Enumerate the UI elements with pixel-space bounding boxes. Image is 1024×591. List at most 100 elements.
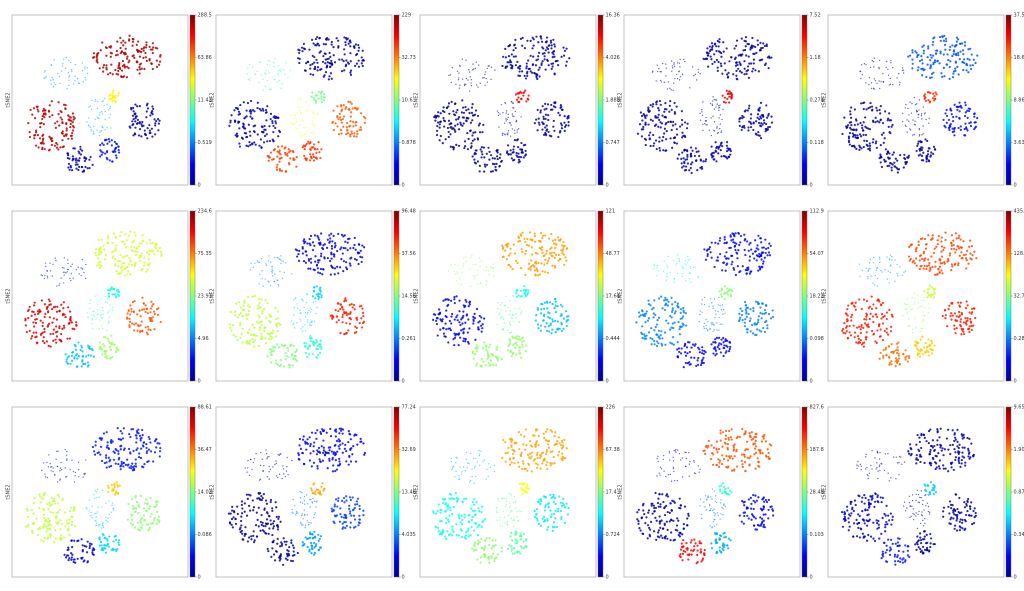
point: [480, 146, 483, 149]
point: [671, 124, 675, 127]
point: [104, 356, 107, 359]
point: [284, 153, 287, 156]
point: [523, 285, 526, 288]
point: [730, 254, 733, 257]
point: [155, 119, 158, 123]
point: [536, 252, 539, 255]
point: [58, 284, 60, 287]
point: [928, 101, 931, 104]
point: [295, 165, 298, 168]
point: [511, 102, 514, 104]
cluster: [125, 296, 162, 336]
point: [337, 46, 340, 49]
point: [134, 261, 137, 264]
point: [668, 110, 671, 113]
point: [132, 134, 135, 137]
point: [509, 331, 511, 334]
point: [316, 94, 319, 97]
point: [238, 313, 241, 316]
point: [278, 149, 281, 152]
point: [544, 270, 547, 274]
point: [510, 66, 513, 70]
point: [517, 96, 520, 99]
point: [693, 344, 696, 347]
point: [952, 120, 955, 123]
point: [649, 103, 652, 107]
point: [477, 64, 480, 66]
point: [464, 105, 467, 109]
cluster: [64, 341, 95, 368]
point: [463, 83, 466, 85]
point: [478, 314, 481, 318]
point: [32, 331, 35, 334]
point: [718, 239, 721, 242]
point: [465, 77, 468, 80]
point: [852, 133, 855, 137]
colorbar-tick-label: 4.026: [606, 55, 620, 61]
point: [930, 56, 933, 59]
point: [128, 323, 131, 327]
point: [763, 308, 767, 312]
point: [309, 141, 312, 144]
point: [62, 324, 66, 327]
point: [478, 320, 481, 323]
point: [314, 37, 318, 41]
point: [502, 328, 505, 330]
point: [337, 302, 340, 305]
point: [522, 339, 526, 342]
point: [146, 312, 149, 315]
point: [723, 235, 726, 239]
point: [272, 349, 275, 353]
cluster: [496, 295, 523, 334]
point: [705, 327, 707, 330]
point: [92, 355, 95, 358]
point: [462, 265, 465, 267]
point: [888, 164, 891, 167]
point: [562, 245, 565, 248]
point: [343, 48, 346, 51]
point: [267, 59, 269, 62]
point: [882, 72, 884, 75]
point: [68, 157, 71, 160]
point: [744, 35, 748, 39]
point: [640, 128, 644, 131]
point: [730, 95, 733, 98]
point: [98, 155, 102, 158]
point: [259, 337, 263, 340]
point: [532, 55, 535, 58]
point: [328, 240, 332, 243]
point: [77, 355, 80, 358]
point: [928, 117, 930, 120]
point: [711, 100, 714, 102]
point: [431, 318, 435, 321]
point: [307, 311, 309, 314]
point: [149, 114, 152, 117]
point: [485, 152, 488, 155]
point: [339, 303, 342, 306]
point: [239, 336, 242, 340]
point: [485, 163, 489, 166]
point: [40, 274, 42, 276]
point: [465, 119, 468, 123]
point: [160, 252, 163, 256]
point: [68, 79, 70, 81]
cluster: [922, 91, 938, 104]
point: [454, 124, 457, 127]
point: [969, 64, 972, 67]
point: [507, 45, 510, 48]
point: [743, 60, 746, 63]
point: [435, 317, 439, 320]
point: [749, 46, 752, 50]
point: [351, 107, 354, 110]
point: [474, 152, 477, 155]
point: [755, 247, 758, 250]
point: [457, 272, 459, 274]
point: [249, 134, 252, 137]
point: [718, 290, 721, 293]
point: [676, 348, 679, 351]
point: [718, 109, 720, 112]
point: [731, 260, 734, 264]
point: [339, 128, 343, 132]
point: [512, 55, 515, 58]
point: [259, 61, 262, 63]
